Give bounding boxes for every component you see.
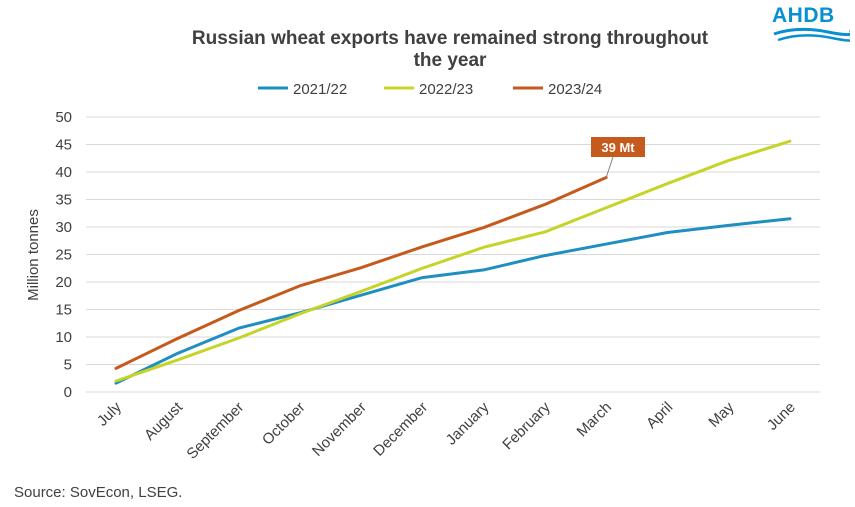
y-tick-label: 40 — [55, 164, 72, 181]
x-tick-label: September — [183, 399, 247, 463]
x-tick-label: May — [705, 398, 737, 430]
series-line-2021-22 — [114, 217, 792, 385]
x-tick-label: July — [94, 398, 125, 429]
legend-label: 2022/23 — [419, 81, 473, 98]
x-tick-label: June — [764, 399, 799, 434]
y-tick-label: 45 — [55, 137, 72, 154]
chart-gridlines — [86, 116, 820, 393]
y-tick-label: 35 — [55, 192, 72, 209]
legend-label: 2021/22 — [293, 81, 347, 98]
chart-annotation: 39 Mt — [591, 137, 645, 178]
series-line-2023-24 — [114, 176, 608, 370]
y-tick-label: 10 — [55, 329, 72, 346]
x-tick-label: February — [499, 398, 554, 453]
chart-title-line-1: Russian wheat exports have remained stro… — [191, 28, 709, 49]
y-tick-label: 15 — [55, 302, 72, 319]
x-tick-label: November — [309, 399, 370, 460]
y-tick-label: 30 — [55, 219, 72, 236]
line-chart: 2021/22 2022/23 2023/24 0 5 10 15 20 25 30 35 40 45… — [25, 81, 820, 463]
y-tick-label: 20 — [55, 274, 72, 291]
logo-text: AHDB — [772, 4, 835, 27]
x-tick-label: January — [443, 398, 493, 448]
x-tick-label: March — [574, 399, 615, 440]
y-axis: 0 5 10 15 20 25 30 35 40 45 50 — [55, 109, 72, 401]
y-tick-label: 0 — [64, 384, 72, 401]
chart-title: Russian wheat exports have remained stro… — [120, 28, 780, 72]
y-axis-label: Million tonnes — [25, 209, 42, 301]
annotation-box — [591, 137, 645, 157]
logo-waves-icon — [773, 27, 850, 42]
x-tick-label: October — [259, 399, 309, 449]
legend-label: 2023/24 — [548, 81, 602, 98]
chart-legend: 2021/22 2022/23 2023/24 — [258, 81, 602, 98]
series-line-2022-23 — [114, 139, 792, 383]
y-tick-label: 5 — [64, 357, 72, 374]
ahdb-logo: AHDB — [768, 4, 850, 44]
chart-title-line-2: the year — [413, 50, 487, 71]
annotation-label: 39 Mt — [601, 140, 635, 155]
x-tick-label: August — [141, 398, 187, 444]
annotation-leader-line — [605, 156, 614, 178]
y-tick-label: 50 — [55, 109, 72, 126]
source-note: Source: SovEcon, LSEG. — [14, 484, 183, 501]
x-tick-label: April — [643, 399, 676, 432]
y-tick-label: 25 — [55, 247, 72, 264]
chart-series — [114, 139, 792, 385]
x-tick-label: December — [370, 399, 431, 460]
